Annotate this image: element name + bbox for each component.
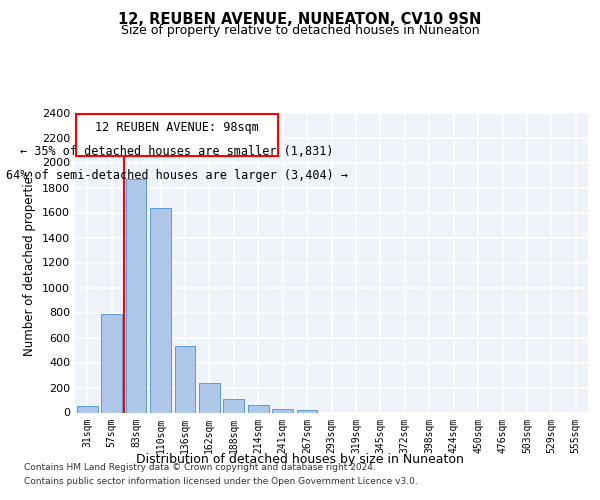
Bar (125, 180, 146, 412)
Text: 12, REUBEN AVENUE, NUNEATON, CV10 9SN: 12, REUBEN AVENUE, NUNEATON, CV10 9SN (118, 12, 482, 28)
Bar (296, 410, 317, 412)
Bar (101, 314, 122, 412)
Text: 64% of semi-detached houses are larger (3,404) →: 64% of semi-detached houses are larger (… (6, 170, 348, 182)
Y-axis label: Number of detached properties: Number of detached properties (23, 170, 37, 356)
Bar (272, 408, 293, 412)
Text: Distribution of detached houses by size in Nuneaton: Distribution of detached houses by size … (136, 452, 464, 466)
Text: ← 35% of detached houses are smaller (1,831): ← 35% of detached houses are smaller (1,… (20, 146, 334, 158)
FancyBboxPatch shape (76, 114, 278, 156)
Text: Contains public sector information licensed under the Open Government Licence v3: Contains public sector information licen… (24, 477, 418, 486)
Bar (199, 382, 220, 412)
Bar (248, 405, 269, 412)
Bar (223, 399, 244, 412)
Text: Contains HM Land Registry data © Crown copyright and database right 2024.: Contains HM Land Registry data © Crown c… (24, 464, 376, 472)
Bar (175, 346, 196, 412)
Text: Size of property relative to detached houses in Nuneaton: Size of property relative to detached ho… (121, 24, 479, 37)
Bar (150, 208, 171, 412)
Bar (77, 406, 98, 412)
Text: 12 REUBEN AVENUE: 98sqm: 12 REUBEN AVENUE: 98sqm (95, 122, 259, 134)
